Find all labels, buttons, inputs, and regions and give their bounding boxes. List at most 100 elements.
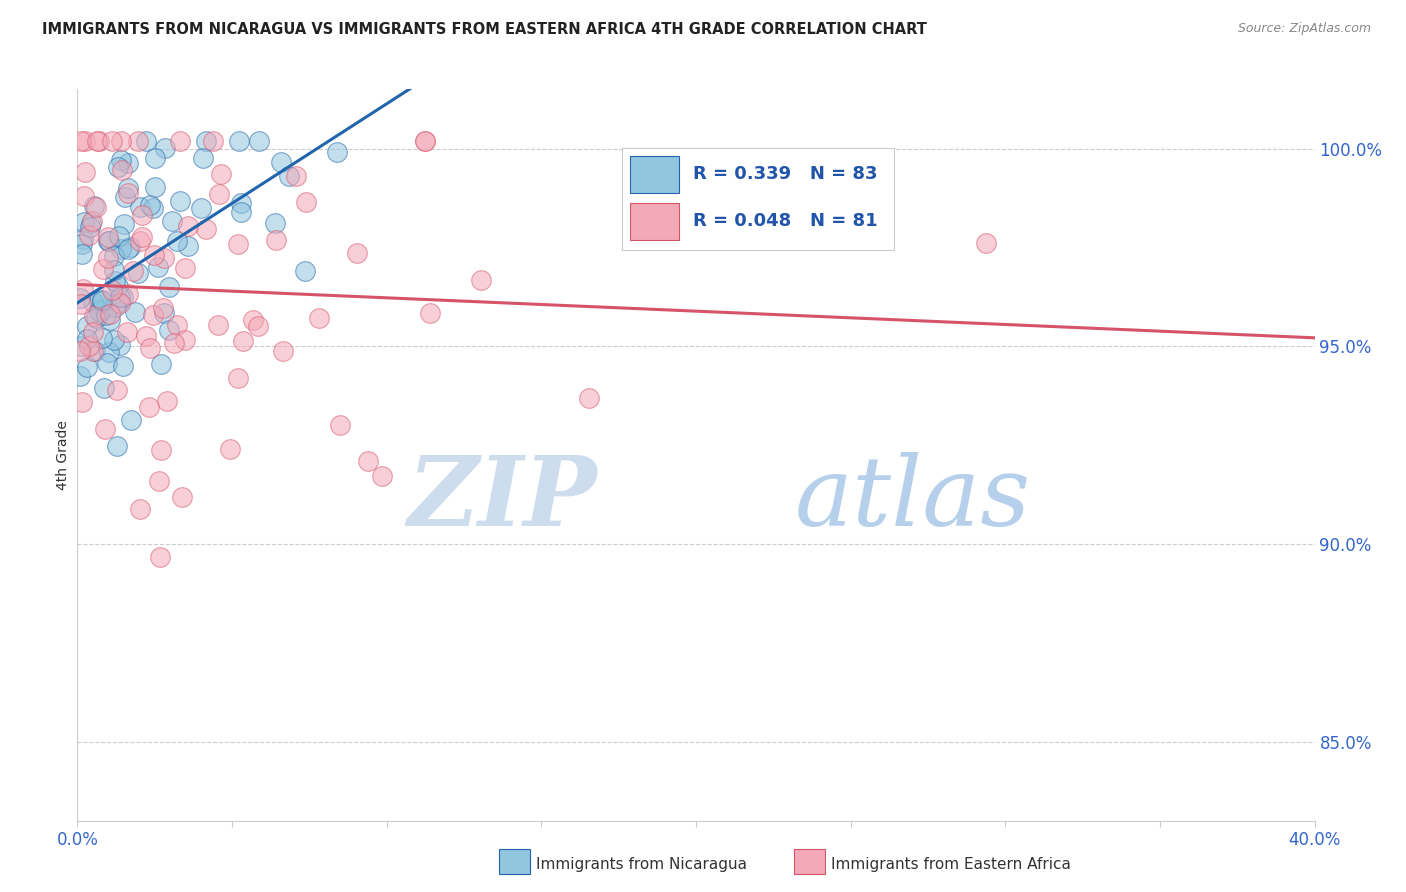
Point bbox=[143, 152, 166, 166]
Point bbox=[80, 216, 103, 230]
Point bbox=[127, 134, 149, 148]
Bar bbox=[630, 203, 679, 240]
Point bbox=[101, 134, 124, 148]
Point bbox=[76, 332, 98, 346]
Point bbox=[131, 209, 153, 223]
Point bbox=[70, 339, 93, 353]
Point bbox=[79, 219, 101, 234]
Point bbox=[308, 311, 330, 326]
Point bbox=[114, 190, 136, 204]
Point bbox=[139, 198, 162, 212]
Point bbox=[242, 313, 264, 327]
Point bbox=[329, 417, 352, 432]
Point bbox=[470, 273, 492, 287]
Point bbox=[96, 356, 118, 370]
Point bbox=[228, 134, 250, 148]
Point bbox=[73, 189, 96, 203]
Point bbox=[264, 233, 287, 247]
Point bbox=[148, 260, 170, 274]
Point bbox=[80, 213, 103, 227]
Point bbox=[191, 151, 214, 165]
Point bbox=[247, 319, 270, 334]
Point bbox=[76, 359, 98, 374]
Point bbox=[163, 336, 186, 351]
Point bbox=[91, 301, 114, 316]
Point bbox=[138, 401, 160, 415]
Point bbox=[148, 550, 170, 565]
Text: IMMIGRANTS FROM NICARAGUA VS IMMIGRANTS FROM EASTERN AFRICA 4TH GRADE CORRELATIO: IMMIGRANTS FROM NICARAGUA VS IMMIGRANTS … bbox=[42, 22, 927, 37]
Point bbox=[128, 234, 150, 248]
Point bbox=[156, 393, 179, 408]
Point bbox=[108, 296, 131, 310]
Point bbox=[207, 318, 229, 332]
Point bbox=[166, 234, 188, 248]
Point bbox=[263, 216, 285, 230]
Point bbox=[218, 442, 240, 456]
Point bbox=[249, 134, 271, 148]
Point bbox=[131, 229, 153, 244]
Point bbox=[135, 329, 157, 343]
Point bbox=[153, 251, 176, 265]
Point bbox=[177, 239, 200, 253]
Point bbox=[152, 301, 174, 315]
Point bbox=[70, 395, 93, 409]
Point bbox=[271, 344, 294, 359]
Point bbox=[270, 154, 292, 169]
Point bbox=[226, 237, 249, 252]
Point bbox=[104, 300, 127, 314]
Point bbox=[91, 294, 114, 309]
Text: Immigrants from Eastern Africa: Immigrants from Eastern Africa bbox=[831, 857, 1071, 871]
Point bbox=[172, 490, 194, 504]
Point bbox=[107, 278, 129, 293]
Point bbox=[117, 242, 139, 256]
Point bbox=[578, 391, 600, 405]
Point bbox=[127, 266, 149, 280]
Point bbox=[82, 344, 104, 359]
Point bbox=[87, 294, 110, 309]
Point bbox=[413, 134, 436, 148]
Point bbox=[124, 305, 146, 319]
Text: ZIP: ZIP bbox=[408, 452, 598, 546]
Point bbox=[135, 134, 157, 148]
Point bbox=[104, 275, 127, 289]
Point bbox=[209, 167, 232, 181]
Point bbox=[84, 311, 107, 326]
Point bbox=[152, 306, 174, 320]
Point bbox=[101, 283, 124, 297]
Point bbox=[86, 200, 108, 214]
Point bbox=[117, 186, 139, 200]
Point bbox=[76, 318, 98, 333]
Point bbox=[229, 195, 252, 210]
Text: R = 0.339   N = 83: R = 0.339 N = 83 bbox=[693, 165, 877, 184]
Point bbox=[83, 198, 105, 212]
Point bbox=[91, 331, 114, 345]
Point bbox=[84, 343, 107, 358]
Point bbox=[89, 304, 111, 318]
Point bbox=[91, 261, 114, 276]
Point bbox=[169, 134, 191, 148]
Point bbox=[117, 286, 139, 301]
Point bbox=[142, 308, 165, 322]
Point bbox=[419, 305, 441, 319]
Point bbox=[326, 145, 349, 159]
Point bbox=[110, 242, 132, 256]
Bar bbox=[630, 156, 679, 193]
Point bbox=[97, 234, 120, 248]
Point bbox=[194, 134, 217, 148]
Point bbox=[77, 339, 100, 353]
Point bbox=[139, 341, 162, 355]
Point bbox=[72, 232, 94, 246]
Point bbox=[94, 422, 117, 436]
Point bbox=[87, 134, 110, 148]
Point bbox=[105, 439, 128, 453]
Point bbox=[190, 201, 212, 215]
Point bbox=[69, 368, 91, 383]
Point bbox=[173, 333, 195, 347]
Point bbox=[83, 309, 105, 323]
Point bbox=[112, 290, 135, 304]
Point bbox=[89, 305, 111, 319]
Point bbox=[97, 230, 120, 244]
Point bbox=[75, 134, 97, 148]
Point bbox=[295, 194, 318, 209]
Point bbox=[278, 169, 301, 183]
